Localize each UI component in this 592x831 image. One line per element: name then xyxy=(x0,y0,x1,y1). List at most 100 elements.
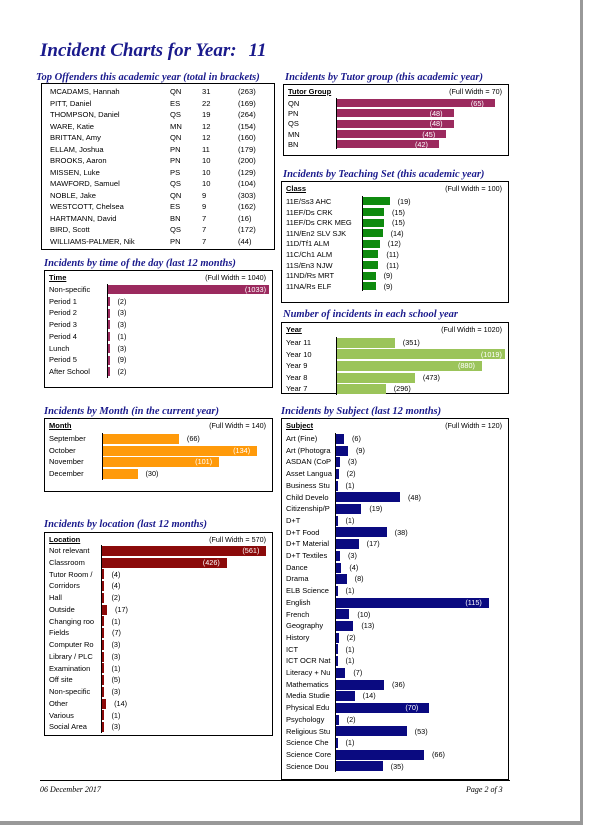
data-label: (7) xyxy=(353,668,363,677)
data-label: (14) xyxy=(114,698,128,708)
offender-count: 22 xyxy=(202,98,211,108)
bar xyxy=(336,714,339,725)
category-label: Classroom xyxy=(49,557,85,567)
bar xyxy=(336,457,340,468)
category-label: Asset Langua xyxy=(286,469,332,479)
category-label: Year 11 xyxy=(286,338,312,347)
footer-page-number: Page 2 of 3 xyxy=(466,785,503,794)
data-label: (14) xyxy=(362,691,376,701)
data-label: (3) xyxy=(111,651,121,661)
data-label: (11) xyxy=(386,250,399,259)
title-text: Incident Charts for Year: xyxy=(40,40,237,61)
bar xyxy=(102,651,104,662)
bar xyxy=(336,433,344,444)
data-label: (48) xyxy=(429,119,443,129)
category-label: Dance xyxy=(286,562,308,572)
bar xyxy=(336,632,339,643)
category-label: Library / PLC xyxy=(49,651,93,661)
data-label: (70) xyxy=(405,703,419,713)
bar xyxy=(103,445,258,456)
bar xyxy=(337,337,395,348)
offender-total: (169) xyxy=(238,98,256,108)
category-label: D+T Textiles xyxy=(286,551,328,560)
bar xyxy=(336,597,490,608)
time-chart-title: Incidents by time of the day (last 12 mo… xyxy=(44,258,236,269)
category-label: Period 2 xyxy=(49,308,77,318)
data-label: (6) xyxy=(352,434,361,443)
data-label: (11) xyxy=(386,260,399,270)
bar xyxy=(108,367,110,377)
bar xyxy=(363,197,390,206)
category-label: 11D/Tf1 ALM xyxy=(286,239,330,249)
bar xyxy=(336,656,338,667)
bar xyxy=(102,639,104,650)
data-label: (296) xyxy=(393,384,411,394)
offender-row: WARE, Katie MN 12 (154) xyxy=(50,122,270,133)
data-label: (1) xyxy=(111,616,121,626)
chart-header: Class xyxy=(286,184,307,193)
data-label: (1) xyxy=(345,515,355,525)
data-label: (2) xyxy=(111,593,121,602)
bar xyxy=(336,480,338,491)
bar xyxy=(108,320,110,330)
bar xyxy=(337,129,447,138)
category-label: Religious Stu xyxy=(286,726,331,736)
offender-row: BRITTAN, Amy QN 12 (160) xyxy=(50,133,270,144)
offender-row: HARTMANN, David BN 7 (16) xyxy=(50,214,270,225)
bar xyxy=(336,492,400,503)
data-label: (38) xyxy=(394,527,408,537)
category-label: D+T xyxy=(286,515,301,525)
bar xyxy=(337,372,415,383)
data-label: (2) xyxy=(117,366,127,376)
data-label: (10) xyxy=(357,609,371,619)
data-label: (2) xyxy=(346,632,356,642)
data-label: (9) xyxy=(356,445,365,455)
offender-row: MCADAMS, Hannah QN 31 (263) xyxy=(50,87,270,98)
offender-count: 31 xyxy=(202,87,211,96)
teaching-chart: Class (Full Width = 100) 11E/Ss3 AHC (19) 11… xyxy=(281,181,509,303)
category-label: Corridors xyxy=(49,581,80,591)
category-label: Examination xyxy=(49,663,91,673)
data-label: (3) xyxy=(111,640,121,649)
category-label: QS xyxy=(288,119,299,129)
data-label: (17) xyxy=(366,539,380,549)
category-label: Non-specific xyxy=(49,285,91,294)
offender-name: ELLAM, Joshua xyxy=(50,144,104,154)
bar xyxy=(336,539,359,550)
category-label: ICT xyxy=(286,644,299,654)
category-label: Non-specific xyxy=(49,687,91,696)
category-label: Period 1 xyxy=(49,296,77,306)
chart-axis xyxy=(101,545,102,733)
month-chart: Month (Full Width = 140) September (66) Octo… xyxy=(44,418,273,492)
data-label: (9) xyxy=(383,271,393,281)
category-label: D+T Food xyxy=(286,527,320,537)
offender-total: (264) xyxy=(238,110,256,119)
bar xyxy=(336,702,430,713)
category-label: Computer Ro xyxy=(49,640,94,649)
category-label: MN xyxy=(288,129,300,139)
data-label: (3) xyxy=(111,687,121,696)
data-label: (3) xyxy=(117,308,127,318)
data-label: (66) xyxy=(186,434,200,443)
offender-name: BIRD, Scott xyxy=(50,225,90,234)
offender-row: WESTCOTT, Chelsea ES 9 (162) xyxy=(50,202,270,213)
data-label: (351) xyxy=(402,338,420,347)
bar xyxy=(337,384,386,395)
bar xyxy=(336,644,338,655)
offender-total: (129) xyxy=(238,167,256,177)
data-label: (9) xyxy=(383,281,393,291)
category-label: November xyxy=(49,457,84,467)
offender-group: PN xyxy=(170,144,181,154)
bar xyxy=(336,667,346,678)
offender-row: MISSEN, Luke PS 10 (129) xyxy=(50,168,270,179)
category-label: Year 7 xyxy=(286,384,308,394)
bar xyxy=(336,761,383,772)
data-label: (48) xyxy=(429,109,443,119)
offender-total: (162) xyxy=(238,202,256,211)
bar xyxy=(363,260,379,269)
month-chart-title: Incidents by Month (in the current year) xyxy=(44,406,220,417)
bar xyxy=(102,675,104,686)
full-width-label: (Full Width = 140) xyxy=(209,421,266,430)
bar xyxy=(108,308,110,318)
category-label: Various xyxy=(49,710,74,720)
